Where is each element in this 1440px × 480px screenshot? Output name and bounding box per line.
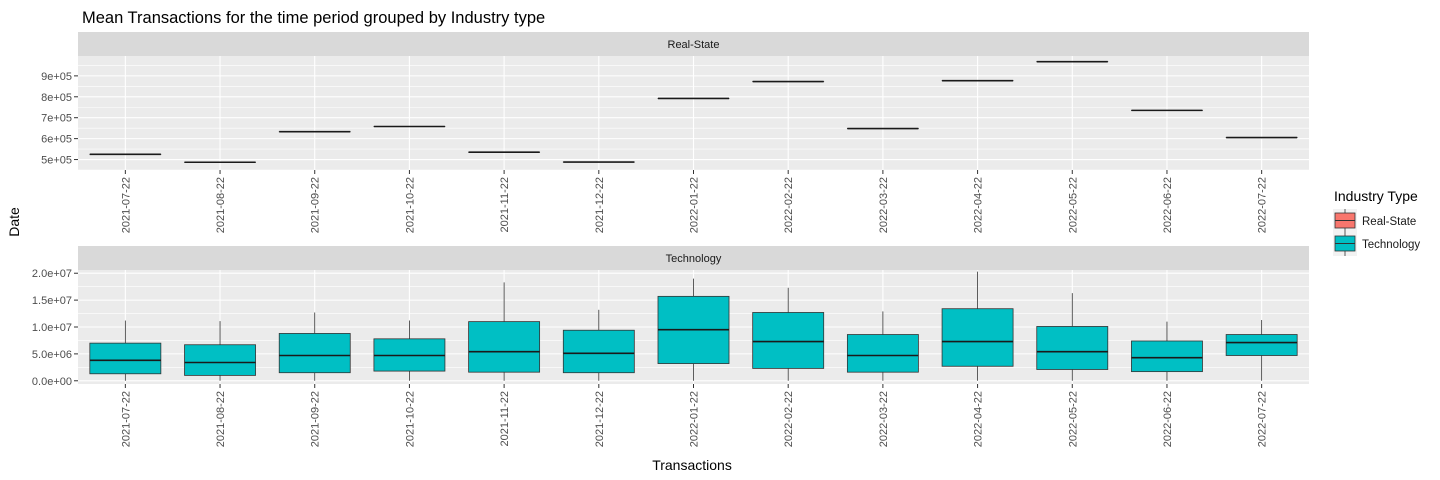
x-tick-label: 2021-10-22 <box>404 391 416 447</box>
y-tick-label: 1.0e+07 <box>32 322 72 334</box>
x-tick-label: 2021-12-22 <box>594 391 606 447</box>
x-tick-label: 2021-11-22 <box>499 391 511 446</box>
legend-label-real-state: Real-State <box>1362 216 1416 228</box>
legend-title: Industry Type <box>1334 188 1418 204</box>
x-tick-label: 2021-07-22 <box>120 177 132 233</box>
x-tick-label: 2021-09-22 <box>310 177 322 233</box>
box-body <box>752 312 825 369</box>
facet-strip <box>78 32 1309 56</box>
box-body <box>468 321 541 373</box>
box-technology <box>468 282 541 381</box>
chart-title: Mean Transactions for the time period gr… <box>82 9 545 27</box>
x-tick-label: 2021-09-22 <box>310 391 322 447</box>
box-body <box>184 344 256 376</box>
x-tick-label: 2022-03-22 <box>878 391 890 447</box>
x-tick-label: 2022-04-22 <box>973 177 985 233</box>
box-body <box>1225 334 1298 356</box>
box-body <box>278 333 351 374</box>
y-tick-label: 9e+05 <box>41 71 72 83</box>
y-tick-label: 7e+05 <box>41 113 72 125</box>
box-technology <box>89 320 162 381</box>
x-tick-label: 2022-06-22 <box>1162 391 1174 447</box>
x-tick-label: 2021-12-22 <box>594 177 606 233</box>
facet-strip-label: Real-State <box>668 39 720 51</box>
y-axis-label: Date <box>6 207 22 237</box>
y-tick-label: 8e+05 <box>41 92 72 104</box>
x-tick-label: 2021-08-22 <box>215 391 227 447</box>
y-tick-label: 1.5e+07 <box>32 295 72 307</box>
legend: Industry Type Real-State Technology <box>1333 188 1420 256</box>
x-tick-label: 2021-10-22 <box>404 177 416 233</box>
box-body <box>562 329 635 374</box>
box-technology <box>184 321 256 381</box>
box-technology <box>941 271 1014 381</box>
facet-technology: Technology 0.0e+00 5.0e+06 1.0e+07 1.5e+07 2.… <box>32 246 1309 447</box>
y-tick-label: 2.0e+07 <box>32 268 72 280</box>
x-tick-label: 2022-04-22 <box>973 391 985 447</box>
x-tick-label: 2022-05-22 <box>1067 391 1079 447</box>
box-body <box>1131 340 1203 373</box>
box-body <box>1036 326 1109 370</box>
box-body <box>846 334 919 373</box>
x-tick-label: 2022-01-22 <box>689 391 701 447</box>
legend-label-technology: Technology <box>1362 239 1420 251</box>
box-technology <box>1225 320 1298 381</box>
facet-strip-label: Technology <box>666 253 722 265</box>
facet-panels: Real-State 5e+05 6e+05 7e+05 8e+05 9e+05 2021-… <box>32 32 1309 447</box>
box-technology <box>562 309 635 381</box>
box-technology <box>1131 321 1203 381</box>
box-technology <box>373 320 446 381</box>
x-tick-label: 2022-06-22 <box>1162 177 1174 233</box>
box-technology <box>846 311 919 381</box>
y-tick-label: 5e+05 <box>41 155 72 167</box>
box-body <box>941 308 1014 367</box>
y-tick-label: 6e+05 <box>41 134 72 146</box>
x-tick-label: 2021-07-22 <box>120 391 132 447</box>
x-tick-label: 2021-11-22 <box>499 177 511 232</box>
y-tick-label: 5.0e+06 <box>32 349 72 361</box>
legend-key-real-state <box>1333 209 1357 233</box>
x-tick-label: 2022-02-22 <box>783 177 795 233</box>
x-tick-label: 2022-07-22 <box>1257 391 1269 447</box>
x-tick-label: 2022-03-22 <box>878 177 890 233</box>
x-tick-label: 2022-01-22 <box>689 177 701 233</box>
facet-real-state: Real-State 5e+05 6e+05 7e+05 8e+05 9e+05 2021-… <box>41 32 1309 233</box>
x-tick-label: 2022-07-22 <box>1257 177 1269 233</box>
x-tick-label: 2021-08-22 <box>215 177 227 233</box>
box-technology <box>278 312 351 381</box>
box-technology <box>657 278 730 381</box>
legend-key-technology <box>1333 232 1357 256</box>
facet-strip <box>78 246 1309 270</box>
box-body <box>89 342 162 375</box>
x-axis-label: Transactions <box>652 457 732 473</box>
box-technology <box>1036 293 1109 381</box>
x-tick-label: 2022-02-22 <box>783 391 795 447</box>
box-technology <box>752 287 825 381</box>
x-tick-label: 2022-05-22 <box>1067 177 1079 233</box>
y-tick-label: 0.0e+00 <box>32 376 72 388</box>
